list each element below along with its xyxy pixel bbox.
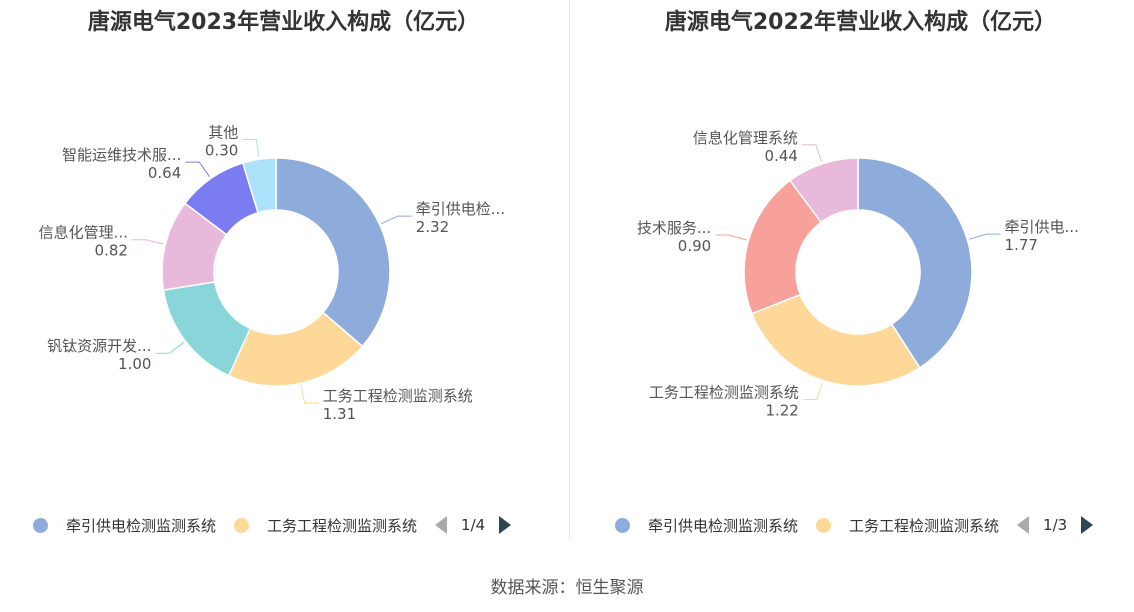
chart-title-2023: 唐源电气2023年营业收入构成（亿元） [87,10,480,35]
slice-label: 信息化管理... [39,224,128,242]
legend-prev-arrow-icon[interactable] [435,516,448,534]
donut-slice[interactable] [750,293,921,387]
donut-slice[interactable] [789,157,859,224]
slice-value-label: 2.32 [416,218,449,236]
donut-slice[interactable] [857,157,973,369]
slice-value-label: 1.77 [1005,236,1038,254]
slice-label: 钒钛资源开发... [47,337,151,355]
slice-label: 信息化管理系统 [693,129,798,147]
data-source: 数据来源：恒生聚源 [490,578,644,598]
legend-page-indicator: 1/3 [1043,516,1068,534]
slice-leader-line [381,215,412,225]
slice-label: 其他 [208,123,238,141]
slice-leader-line [185,161,210,178]
slice-leader-line [802,382,823,401]
slice-leader-line [801,144,823,163]
donut-slice[interactable] [241,157,277,214]
slice-label: 牵引供电... [1005,218,1079,236]
legend-dot [33,517,48,533]
slice-leader-line [300,385,319,404]
slice-leader-line [715,234,747,241]
slice-label: 工务工程检测监测系统 [323,387,473,405]
slice-value-label: 0.90 [678,237,711,255]
slice-leader-line [155,341,185,354]
slice-label: 工务工程检测监测系统 [649,384,799,402]
legend-pager: 1/3 [1017,516,1094,534]
chart-title-2022: 唐源电气2022年营业收入构成（亿元） [664,10,1057,35]
donut-slice[interactable] [275,157,391,348]
legend-2022: 牵引供电检测监测系统 工务工程检测监测系统 1/3 [615,512,1094,538]
legend-label: 牵引供电检测监测系统 [66,516,217,535]
legend-pager: 1/4 [435,516,512,534]
slice-value-label: 1.31 [323,405,356,423]
legend-item[interactable]: 工务工程检测监测系统 [234,515,417,536]
slice-value-label: 0.64 [148,164,181,182]
donut-charts: 牵引供电检...2.32工务工程检测监测系统1.31钒钛资源开发...1.00信… [39,123,1079,423]
legend-item[interactable]: 牵引供电检测监测系统 [615,515,798,536]
slice-leader-line [131,239,164,245]
legend-item[interactable]: 牵引供电检测监测系统 [33,515,216,536]
legend-next-arrow-icon[interactable] [499,516,512,534]
slice-value-label: 0.30 [205,141,238,159]
legend-page-indicator: 1/4 [461,516,486,534]
legend-label: 牵引供电检测监测系统 [648,516,799,535]
legend-next-arrow-icon[interactable] [1081,516,1094,534]
slice-label: 智能运维技术服... [62,146,181,164]
slice-label: 牵引供电检... [416,200,505,218]
chart-divider [569,0,570,540]
slice-value-label: 1.00 [118,355,151,373]
slice-value-label: 0.82 [95,242,128,260]
legend-label: 工务工程检测监测系统 [267,516,418,535]
slice-value-label: 0.44 [765,147,798,165]
legend-dot [816,517,832,533]
legend-label: 工务工程检测监测系统 [849,516,1000,535]
legend-prev-arrow-icon[interactable] [1017,516,1030,534]
legend-item[interactable]: 工务工程检测监测系统 [816,515,999,536]
legend-dot [615,517,630,533]
legend-2023: 牵引供电检测监测系统 工务工程检测监测系统 1/4 [33,512,512,538]
slice-leader-line [969,233,1001,240]
slice-value-label: 1.22 [765,402,798,420]
slice-label: 技术服务... [637,219,711,237]
slice-leader-line [242,138,260,158]
legend-dot [234,517,250,533]
